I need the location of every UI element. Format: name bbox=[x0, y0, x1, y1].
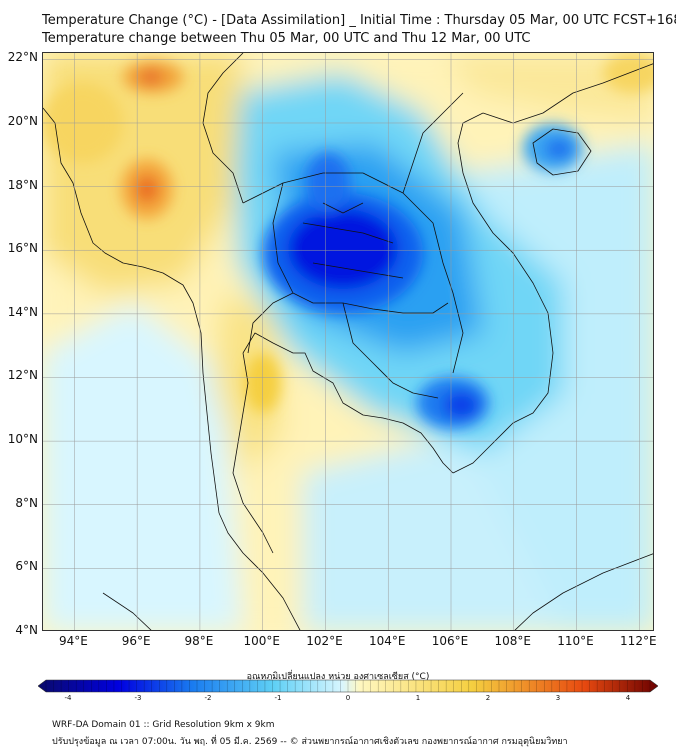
lat-label: 8°N bbox=[15, 495, 38, 510]
lon-label: 96°E bbox=[121, 634, 151, 648]
lat-label: 4°N bbox=[15, 623, 38, 637]
map-title: Temperature Change (°C) - [Data Assimila… bbox=[42, 13, 676, 28]
colorbar bbox=[38, 679, 658, 693]
lon-label: 108°E bbox=[494, 634, 532, 648]
footer-model-info: WRF-DA Domain 01 :: Grid Resolution 9km … bbox=[52, 720, 275, 730]
lat-label: 6°N bbox=[15, 559, 38, 574]
colorbar-tick: 2 bbox=[485, 694, 491, 702]
lat-label: 14°N bbox=[7, 304, 38, 319]
lon-label: 98°E bbox=[184, 634, 214, 648]
lon-label: 94°E bbox=[58, 634, 88, 648]
colorbar-tick: 3 bbox=[555, 694, 561, 702]
temperature-change-map bbox=[42, 52, 654, 631]
lat-label: 10°N bbox=[7, 432, 38, 447]
lon-label: 104°E bbox=[368, 634, 406, 648]
lat-label: 18°N bbox=[7, 177, 38, 192]
colorbar-title: อุณหภูมิเปลี่ยนแปลง หน่วย องศาเซลเซียส (… bbox=[246, 672, 430, 682]
lat-label: 20°N bbox=[7, 113, 38, 128]
lat-label: 22°N bbox=[7, 50, 38, 65]
colorbar-tick: -1 bbox=[274, 694, 282, 702]
colorbar-tick: 0 bbox=[345, 694, 351, 702]
lon-label: 100°E bbox=[243, 634, 280, 648]
lon-label: 106°E bbox=[431, 634, 469, 648]
footer-credit: ปรับปรุงข้อมูล ณ เวลา 07:00น. วัน พฤ. ที… bbox=[52, 737, 568, 747]
map-subtitle: Temperature change between Thu 05 Mar, 0… bbox=[42, 31, 531, 46]
lon-label: 110°E bbox=[557, 634, 594, 648]
colorbar-tick: -3 bbox=[134, 694, 142, 702]
lon-label: 102°E bbox=[306, 634, 343, 648]
colorbar-tick: 4 bbox=[625, 694, 631, 702]
lat-label: 12°N bbox=[7, 368, 38, 383]
lon-label: 112°E bbox=[620, 634, 657, 648]
colorbar-tick: 1 bbox=[415, 694, 421, 702]
colorbar-tick: -2 bbox=[204, 694, 212, 702]
colorbar-tick: -4 bbox=[64, 694, 72, 702]
lat-label: 16°N bbox=[7, 241, 38, 256]
